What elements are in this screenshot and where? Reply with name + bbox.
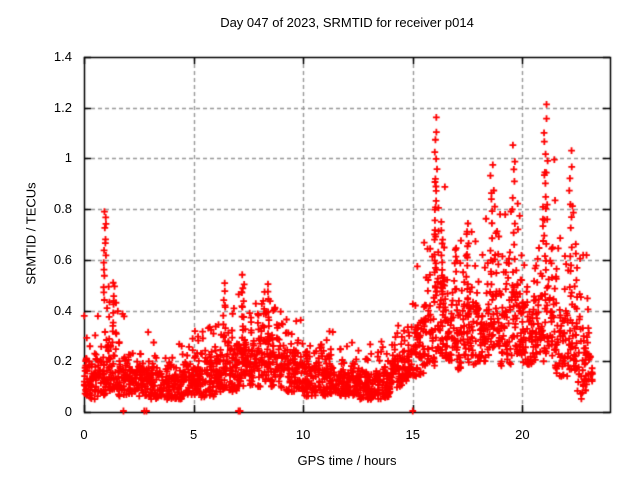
x-tick-label: 15 bbox=[405, 427, 420, 442]
x-axis-label: GPS time / hours bbox=[297, 453, 397, 468]
x-tick-label: 0 bbox=[80, 427, 88, 442]
y-tick-label: 1.4 bbox=[53, 49, 72, 64]
y-tick-label: 0.8 bbox=[53, 201, 72, 217]
chart-title: Day 047 of 2023, SRMTID for receiver p01… bbox=[220, 15, 474, 30]
x-tick-label: 10 bbox=[295, 427, 311, 442]
y-tick-label: 0.4 bbox=[53, 302, 72, 318]
y-axis-label: SRMTID / TECUs bbox=[23, 182, 39, 285]
y-tick-label: 1.2 bbox=[53, 99, 72, 115]
y-tick-label: 0.6 bbox=[53, 251, 72, 267]
y-tick-label: 0 bbox=[64, 404, 72, 419]
x-tick-label: 5 bbox=[189, 427, 198, 442]
y-tick-label: 0.2 bbox=[53, 353, 72, 369]
y-tick-label: 1 bbox=[64, 150, 72, 166]
x-tick-label: 20 bbox=[515, 427, 530, 442]
